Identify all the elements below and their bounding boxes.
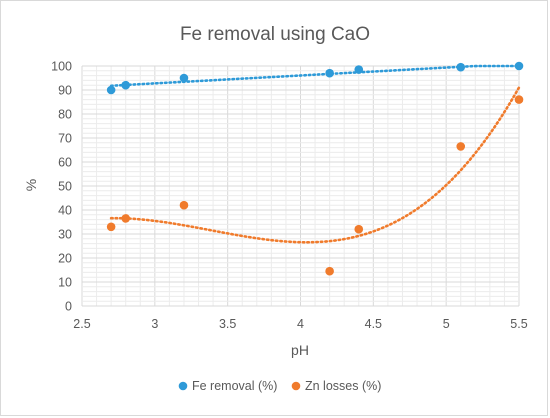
- data-point: [456, 142, 466, 151]
- x-tick-label: 3: [151, 317, 158, 331]
- x-tick-label: 4: [297, 317, 304, 331]
- y-tick-label: 70: [58, 132, 72, 146]
- data-points: [106, 61, 524, 276]
- data-point: [106, 222, 116, 232]
- data-point: [514, 61, 524, 71]
- x-tick-labels: 2.5 3 3.5 4 4.5 5 5.5: [73, 317, 527, 331]
- legend-label: Zn losses (%): [305, 379, 381, 393]
- legend-marker: [178, 381, 188, 391]
- data-point: [179, 200, 189, 210]
- y-tick-label: 30: [58, 228, 72, 242]
- data-point: [354, 65, 364, 74]
- y-tick-label: 100: [51, 60, 72, 74]
- trendline: [109, 64, 521, 88]
- data-point: [325, 266, 334, 276]
- data-point: [325, 68, 334, 78]
- y-tick-label: 90: [58, 84, 72, 98]
- chart-title: Fe removal using CaO: [180, 24, 370, 45]
- y-tick-label: 60: [58, 156, 72, 170]
- y-axis-label: %: [23, 179, 39, 191]
- data-point: [514, 95, 524, 104]
- legend: Fe removal (%) Zn losses (%): [178, 379, 381, 393]
- y-tick-labels: 0 10 20 30 40 50 60 70 80 90 100: [51, 60, 72, 314]
- horizontal-gridlines: [82, 65, 519, 307]
- x-axis-label: pH: [291, 342, 309, 358]
- x-tick-label: 4.5: [365, 317, 382, 331]
- y-tick-label: 20: [58, 252, 72, 266]
- data-point: [121, 214, 130, 223]
- x-tick-label: 2.5: [73, 317, 90, 331]
- y-tick-label: 0: [65, 300, 72, 314]
- y-tick-label: 80: [58, 108, 72, 122]
- x-tick-label: 5.5: [510, 317, 527, 331]
- x-tick-label: 3.5: [219, 317, 236, 331]
- data-point: [179, 73, 189, 83]
- data-point: [121, 80, 130, 90]
- y-tick-label: 40: [58, 204, 72, 218]
- data-point: [354, 224, 364, 234]
- data-point: [106, 85, 116, 95]
- y-tick-label: 50: [58, 180, 72, 194]
- trendlines: [109, 64, 521, 244]
- y-tick-label: 10: [58, 276, 72, 290]
- trendline: [109, 86, 521, 244]
- legend-label: Fe removal (%): [192, 379, 277, 393]
- data-point: [456, 62, 466, 72]
- legend-marker: [291, 381, 301, 391]
- x-tick-label: 5: [443, 317, 450, 331]
